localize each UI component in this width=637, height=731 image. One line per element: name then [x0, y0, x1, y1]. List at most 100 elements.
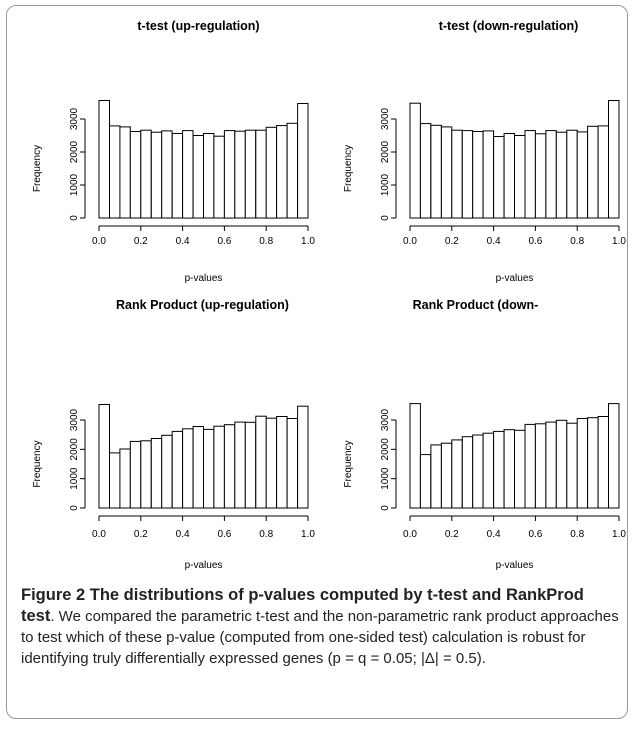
x-tick-label: 0.8 [259, 529, 273, 540]
x-tick-label: 0.6 [217, 529, 231, 540]
histogram-bar [182, 428, 194, 509]
x-tick-label: 0.8 [570, 529, 584, 540]
histogram-bar [276, 416, 288, 509]
x-tick-label: 1.0 [612, 236, 626, 247]
histogram-bar [597, 416, 609, 509]
histogram-bar [440, 126, 453, 219]
histogram-bar [265, 417, 278, 509]
x-tick-label: 0.8 [259, 236, 273, 247]
histogram-bar [109, 125, 121, 219]
histogram-bar [493, 136, 505, 219]
histogram-bar [265, 126, 278, 219]
x-tick-label: 1.0 [301, 529, 315, 540]
histogram-bar [234, 130, 246, 219]
y-tick-label: 0 [69, 215, 80, 221]
histogram-bar [223, 424, 236, 509]
y-tick-label: 0 [380, 505, 391, 511]
histogram-bar [161, 130, 173, 219]
y-tick-label: 1000 [69, 173, 80, 196]
y-tick-label: 1000 [69, 467, 80, 490]
histogram-bar [203, 428, 215, 509]
histogram-bar [297, 405, 309, 509]
histogram-bar [234, 421, 246, 509]
x-tick-label: 0.4 [176, 529, 190, 540]
histogram-bar [545, 421, 557, 509]
histogram-bar [109, 452, 121, 509]
histogram-bar [545, 130, 557, 219]
y-axis-label: Frequency [343, 145, 354, 192]
y-axis-label: Frequency [343, 440, 354, 487]
histogram-bar [192, 135, 205, 219]
histogram-bar [534, 423, 547, 509]
histogram-bar [119, 448, 131, 509]
histogram-bar [150, 438, 163, 509]
histogram-bar [555, 131, 568, 219]
histogram-bar [119, 126, 131, 219]
y-tick-label: 2000 [380, 438, 391, 461]
histogram-bar [203, 133, 215, 219]
histogram-bar [608, 100, 620, 219]
histogram-bar [461, 130, 474, 219]
chart-title: t-test (up-regulation) [137, 19, 259, 33]
histogram-bar [576, 418, 589, 509]
y-tick-label: 3000 [380, 107, 391, 130]
x-tick-label: 1.0 [301, 236, 315, 247]
x-axis-label: p-values [496, 560, 534, 571]
histogram-bar [608, 403, 620, 509]
y-tick-label: 0 [380, 215, 391, 221]
histogram-bar [430, 444, 442, 509]
histogram-bar [576, 131, 589, 219]
histogram-bar [244, 421, 257, 509]
x-tick-label: 1.0 [612, 529, 626, 540]
histogram-bar [129, 440, 142, 509]
histogram-bar [182, 130, 194, 219]
histogram-bar [129, 131, 142, 219]
histogram-bar [534, 133, 547, 219]
x-tick-label: 0.4 [487, 236, 501, 247]
y-tick-label: 2000 [69, 140, 80, 163]
histogram-bar [514, 135, 526, 219]
x-axis-label: p-values [185, 273, 223, 284]
histogram-bar [430, 124, 442, 219]
histogram-bar [98, 100, 110, 219]
histogram-bar [440, 442, 453, 509]
y-tick-label: 3000 [380, 408, 391, 431]
y-axis-label: Frequency [32, 440, 43, 487]
histogram-bar [286, 418, 299, 509]
y-axis-label: Frequency [32, 145, 43, 192]
histogram-bar [297, 103, 309, 219]
histogram-bar [140, 440, 152, 509]
x-tick-label: 0.0 [403, 529, 417, 540]
y-tick-label: 2000 [69, 438, 80, 461]
histogram-bar [587, 417, 599, 509]
x-tick-label: 0.4 [176, 236, 190, 247]
y-tick-label: 3000 [69, 107, 80, 130]
histogram-bar [524, 130, 536, 219]
histogram-bar [213, 425, 225, 509]
x-tick-label: 0.0 [92, 529, 106, 540]
histogram-bar [451, 129, 463, 219]
x-tick-label: 0.2 [134, 236, 148, 247]
histogram-bar [213, 135, 225, 219]
histogram-bar [255, 129, 267, 219]
histogram-bar [555, 419, 568, 509]
y-tick-label: 1000 [380, 173, 391, 196]
x-tick-label: 0.8 [570, 236, 584, 247]
histogram-bar [503, 133, 516, 219]
histogram-bar [451, 439, 463, 509]
histogram-bar [461, 436, 474, 509]
histogram-bar [244, 129, 257, 219]
chart-title: t-test (down-regulation) [439, 19, 579, 33]
histogram-bar [171, 133, 184, 219]
x-tick-label: 0.2 [134, 529, 148, 540]
histogram-bar [150, 131, 163, 219]
histogram-bar [286, 122, 299, 219]
histogram-bar [597, 125, 609, 219]
y-tick-label: 1000 [380, 467, 391, 490]
x-axis-label: p-values [496, 273, 534, 284]
histogram-bar [192, 426, 205, 509]
histogram-bar [98, 404, 110, 509]
histogram-bar [482, 130, 495, 219]
histogram-bar [161, 434, 173, 509]
histogram-bar [472, 131, 484, 219]
